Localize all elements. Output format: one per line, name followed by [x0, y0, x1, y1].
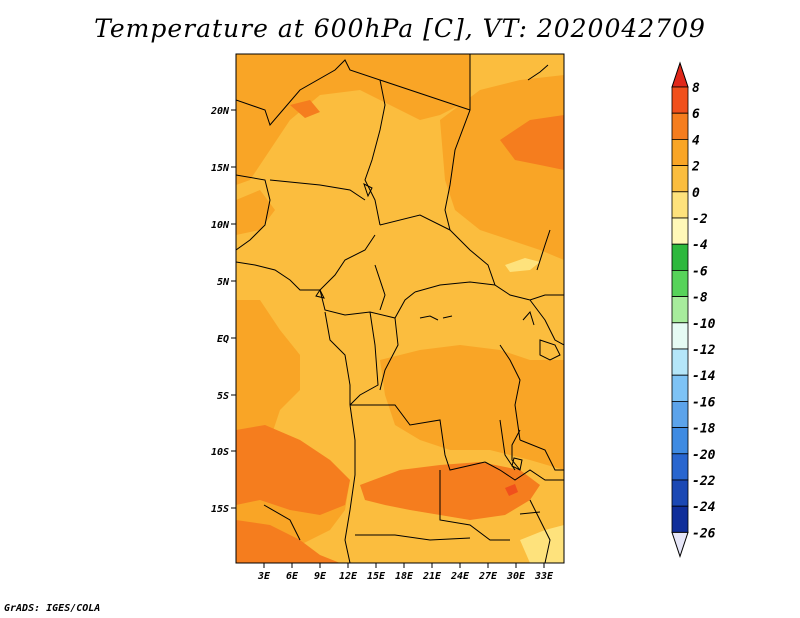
colorbar-box [671, 269, 689, 297]
field-6-8 [505, 484, 518, 496]
colorbar: 8 6 4 2 0 -2 -4 -6 -8 -10 -12 -14 -16 -18 -20 -22 -24 -26 [671, 61, 716, 558]
colorbar-box [671, 427, 689, 455]
colorbar-label: 0 [692, 186, 700, 201]
colorbar-box [671, 86, 689, 114]
x-tick-label: 18E [395, 571, 414, 582]
colorbar-box [671, 217, 689, 245]
map-frame [235, 53, 565, 564]
colorbar-label: -14 [692, 369, 716, 384]
colorbar-label: 2 [691, 160, 700, 175]
x-tick-label: 9E [314, 571, 327, 582]
colorbar-box [671, 165, 689, 193]
colorbar-label: -20 [692, 448, 716, 463]
colorbar-box [671, 191, 689, 219]
x-tick-label: 3E [257, 571, 271, 582]
x-tick-label: 12E [339, 571, 358, 582]
temperature-field [236, 54, 564, 563]
colorbar-box [671, 296, 689, 324]
colorbar-box [671, 453, 689, 481]
y-tick-label: EQ [217, 334, 229, 345]
colorbar-label: -26 [692, 526, 716, 541]
y-tick-label: 5S [217, 391, 229, 402]
colorbar-labels: 8 6 4 2 0 -2 -4 -6 -8 -10 -12 -14 -16 -18 -20 -22 -24 -26 [691, 81, 716, 541]
colorbar-box [671, 505, 689, 533]
country-borders [236, 54, 564, 563]
colorbar-label: -24 [692, 500, 716, 515]
x-tick-label: 15E [367, 571, 386, 582]
colorbar-label: -18 [692, 422, 716, 437]
x-tick-label: 21E [422, 571, 442, 582]
x-tick-label: 27E [478, 571, 498, 582]
colorbar-label: 4 [692, 133, 700, 148]
colorbar-label: -6 [692, 264, 708, 279]
colorbar-box [671, 479, 689, 507]
colorbar-label: -8 [692, 291, 708, 306]
colorbar-label: -12 [692, 343, 716, 358]
chart-title: Temperature at 600hPa [C], VT: 202004270… [94, 14, 706, 43]
y-axis: 20N 15N 10N 5N EQ 5S 10S 15S [210, 106, 236, 515]
y-tick-label: 15N [211, 163, 230, 174]
colorbar-label: -10 [692, 317, 716, 332]
colorbar-box [671, 322, 689, 350]
colorbar-box [671, 138, 689, 166]
x-axis: 3E 6E 9E 12E 15E 18E 21E 24E 27E 30E 33E [257, 563, 554, 582]
y-tick-label: 20N [210, 106, 230, 117]
colorbar-label: -2 [692, 212, 708, 227]
field-m2-0 [505, 258, 564, 563]
x-tick-label: 30E [506, 571, 526, 582]
colorbar-box [671, 374, 689, 402]
field-4-6 [236, 100, 564, 563]
colorbar-label: -16 [692, 395, 716, 410]
colorbar-box [671, 243, 689, 271]
colorbar-box [671, 112, 689, 140]
x-tick-label: 33E [534, 571, 554, 582]
colorbar-box [671, 400, 689, 428]
colorbar-bottom-triangle [671, 531, 689, 558]
y-tick-label: 10N [211, 220, 230, 231]
y-tick-label: 10S [211, 447, 229, 458]
colorbar-label: 8 [692, 81, 700, 96]
y-tick-label: 5N [217, 277, 230, 288]
colorbar-label: 6 [692, 107, 700, 122]
x-tick-label: 24E [450, 571, 470, 582]
colorbar-label: -4 [692, 238, 708, 253]
colorbar-box [671, 348, 689, 376]
x-tick-label: 6E [286, 571, 299, 582]
footer-credit: GrADS: IGES/COLA [4, 603, 101, 614]
y-tick-label: 15S [211, 504, 229, 515]
colorbar-label: -22 [692, 474, 716, 489]
colorbar-top-triangle [671, 61, 689, 88]
colorbar-boxes [671, 61, 689, 558]
